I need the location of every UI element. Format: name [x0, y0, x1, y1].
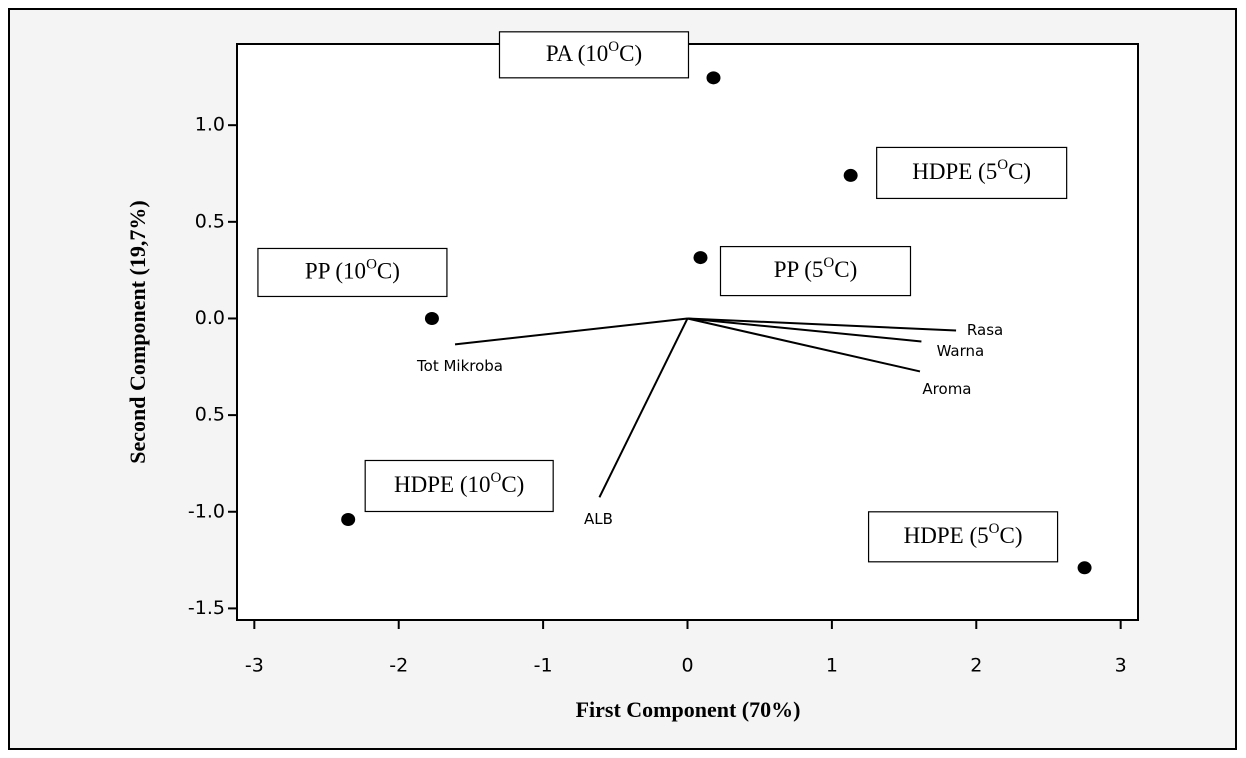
label-part: C): [377, 259, 400, 284]
vector-label: Aroma: [922, 380, 971, 398]
label-part: PP (5: [774, 257, 824, 282]
y-tick-label: 1.0: [195, 114, 225, 136]
label-box: [876, 146, 1068, 200]
y-axis-title: Second Component (19,7%): [125, 200, 150, 463]
label-box: [867, 511, 1059, 563]
loading-vector: [687, 317, 922, 343]
score-point: [341, 512, 356, 526]
label-part: C): [999, 523, 1022, 548]
x-tick-label: 3: [1115, 655, 1127, 677]
vector-label: Warna: [937, 342, 985, 360]
y-tick-label: 0.5: [195, 404, 225, 426]
score-point: [706, 71, 721, 85]
label-part: O: [989, 521, 1000, 537]
x-tick-label: -1: [534, 655, 553, 677]
point-label: PP (10OC): [305, 257, 400, 284]
label-box: [498, 31, 690, 79]
label-part: HDPE (5: [912, 159, 997, 184]
point-label: PA (10OC): [546, 39, 642, 66]
score-point: [843, 168, 858, 182]
vector-label: Rasa: [967, 321, 1003, 339]
y-tick-label: 0.5: [195, 210, 225, 232]
label-part: C): [501, 472, 524, 497]
label-part: PP (10: [305, 259, 366, 284]
score-point: [693, 251, 708, 265]
loading-vector: [454, 317, 688, 346]
point-label: HDPE (5OC): [912, 157, 1031, 184]
loading-vector: [687, 317, 921, 373]
label-part: PA (10: [546, 41, 608, 66]
x-axis-title: First Component (70%): [576, 697, 801, 722]
y-tick-label: 0.0: [195, 307, 225, 329]
loading-vector: [687, 317, 957, 332]
label-part: O: [608, 39, 619, 55]
vector-label: ALB: [584, 510, 613, 528]
label-part: O: [366, 257, 377, 273]
loading-vector: [598, 318, 689, 498]
label-box: [719, 245, 912, 297]
label-part: C): [834, 257, 857, 282]
label-part: HDPE (10: [394, 472, 490, 497]
label-part: HDPE (5: [904, 523, 989, 548]
point-label: HDPE (5OC): [904, 521, 1023, 548]
y-tick-label: -1.5: [188, 597, 225, 619]
x-tick-label: -2: [389, 655, 408, 677]
label-box: [364, 459, 554, 513]
x-tick-label: -3: [245, 655, 264, 677]
label-part: O: [997, 157, 1008, 173]
x-tick-label: 0: [681, 655, 693, 677]
score-point: [424, 311, 439, 325]
vector-label: Tot Mikroba: [416, 357, 503, 375]
score-point: [1077, 561, 1092, 575]
label-part: O: [491, 470, 502, 486]
label-part: O: [823, 256, 834, 272]
x-tick-label: 2: [970, 655, 982, 677]
point-label: PP (5OC): [774, 256, 857, 283]
label-box: [257, 247, 448, 298]
point-label: HDPE (10OC): [394, 470, 524, 497]
x-tick-label: 1: [826, 655, 838, 677]
y-tick-label: -1.0: [188, 500, 225, 522]
label-part: C): [619, 41, 642, 66]
label-part: C): [1008, 159, 1031, 184]
